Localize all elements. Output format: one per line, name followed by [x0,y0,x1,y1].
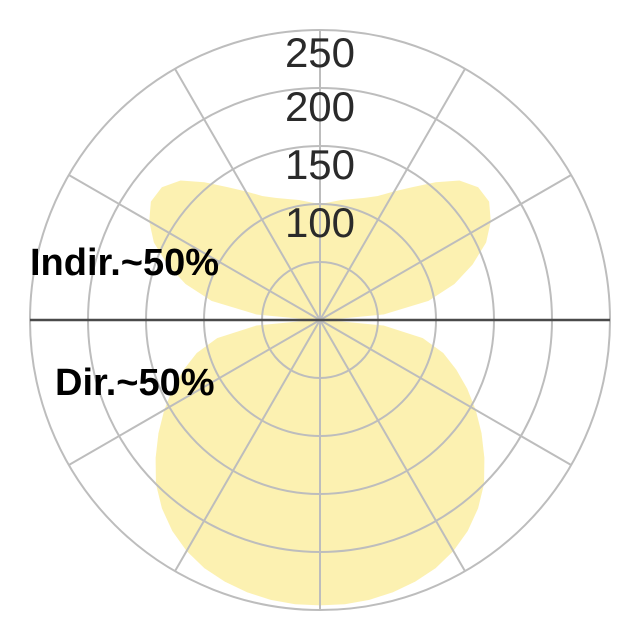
axis-tick-150: 150 [285,141,355,188]
axis-tick-200: 200 [285,83,355,130]
axis-tick-100: 100 [285,199,355,246]
axis-tick-250: 250 [285,29,355,76]
polar-light-distribution-chart: 100 150 200 250 Indir.~50% Dir.~50% [0,0,640,640]
indirect-percentage-label: Indir.~50% [30,242,219,284]
direct-percentage-label: Dir.~50% [55,362,215,404]
